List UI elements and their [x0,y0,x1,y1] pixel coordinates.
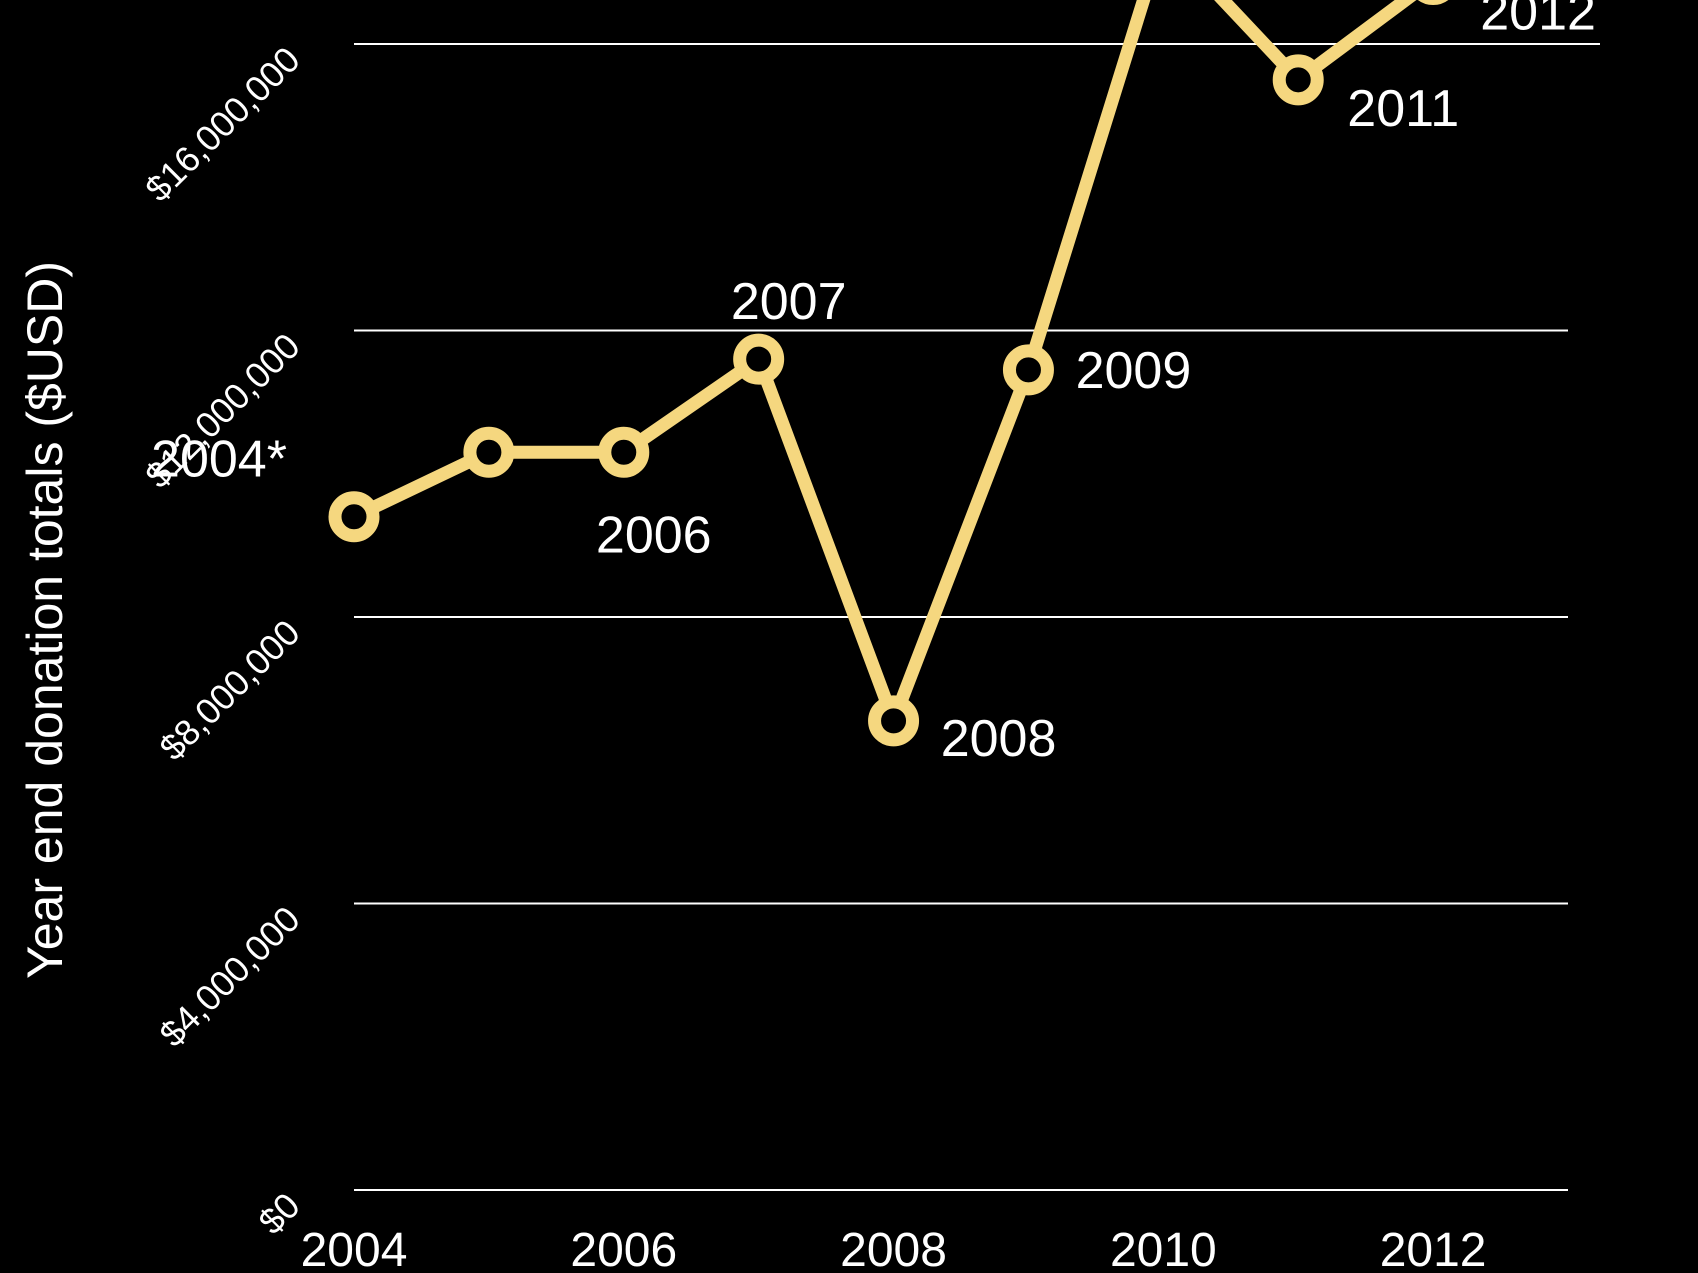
y-axis-title: Year end donation totals ($USD) [17,261,73,979]
series-line [347,0,1417,740]
point-label: 2012 [1480,0,1596,42]
x-tick-label: 2006 [570,1224,677,1273]
series-donations [347,0,1417,740]
gridlines [354,43,1600,1191]
point-label: 2004* [151,431,287,489]
point-label: 2006 [596,506,712,564]
data-point [1002,344,1054,396]
data-point [463,426,515,478]
point-label: 2011 [1347,80,1459,138]
point-labels: 2004*20062007200820092010201120122013 [151,0,1596,768]
x-axis-ticks: 2004 2006 2008 2010 2012 [301,1224,1487,1273]
y-tick-label: $16,000,000 [137,39,308,210]
x-tick-label: 2010 [1110,1224,1217,1273]
y-tick-label: $4,000,000 [151,898,307,1054]
data-point [733,333,785,385]
data-point [868,695,920,747]
x-tick-label: 2004 [301,1224,408,1273]
point-label: 2008 [941,710,1057,768]
data-point [328,491,380,543]
data-point [1272,54,1324,106]
y-tick-label: $0 [250,1185,307,1242]
point-label: 2007 [731,273,847,331]
x-tick-label: 2012 [1380,1224,1487,1273]
point-label: 2009 [1076,342,1192,400]
y-tick-label: $8,000,000 [151,612,307,768]
data-point [598,426,650,478]
x-tick-label: 2008 [840,1224,947,1273]
y-axis-ticks: $0$4,000,000$8,000,000$12,000,000$16,000… [137,39,308,1242]
data-markers [328,0,1449,747]
